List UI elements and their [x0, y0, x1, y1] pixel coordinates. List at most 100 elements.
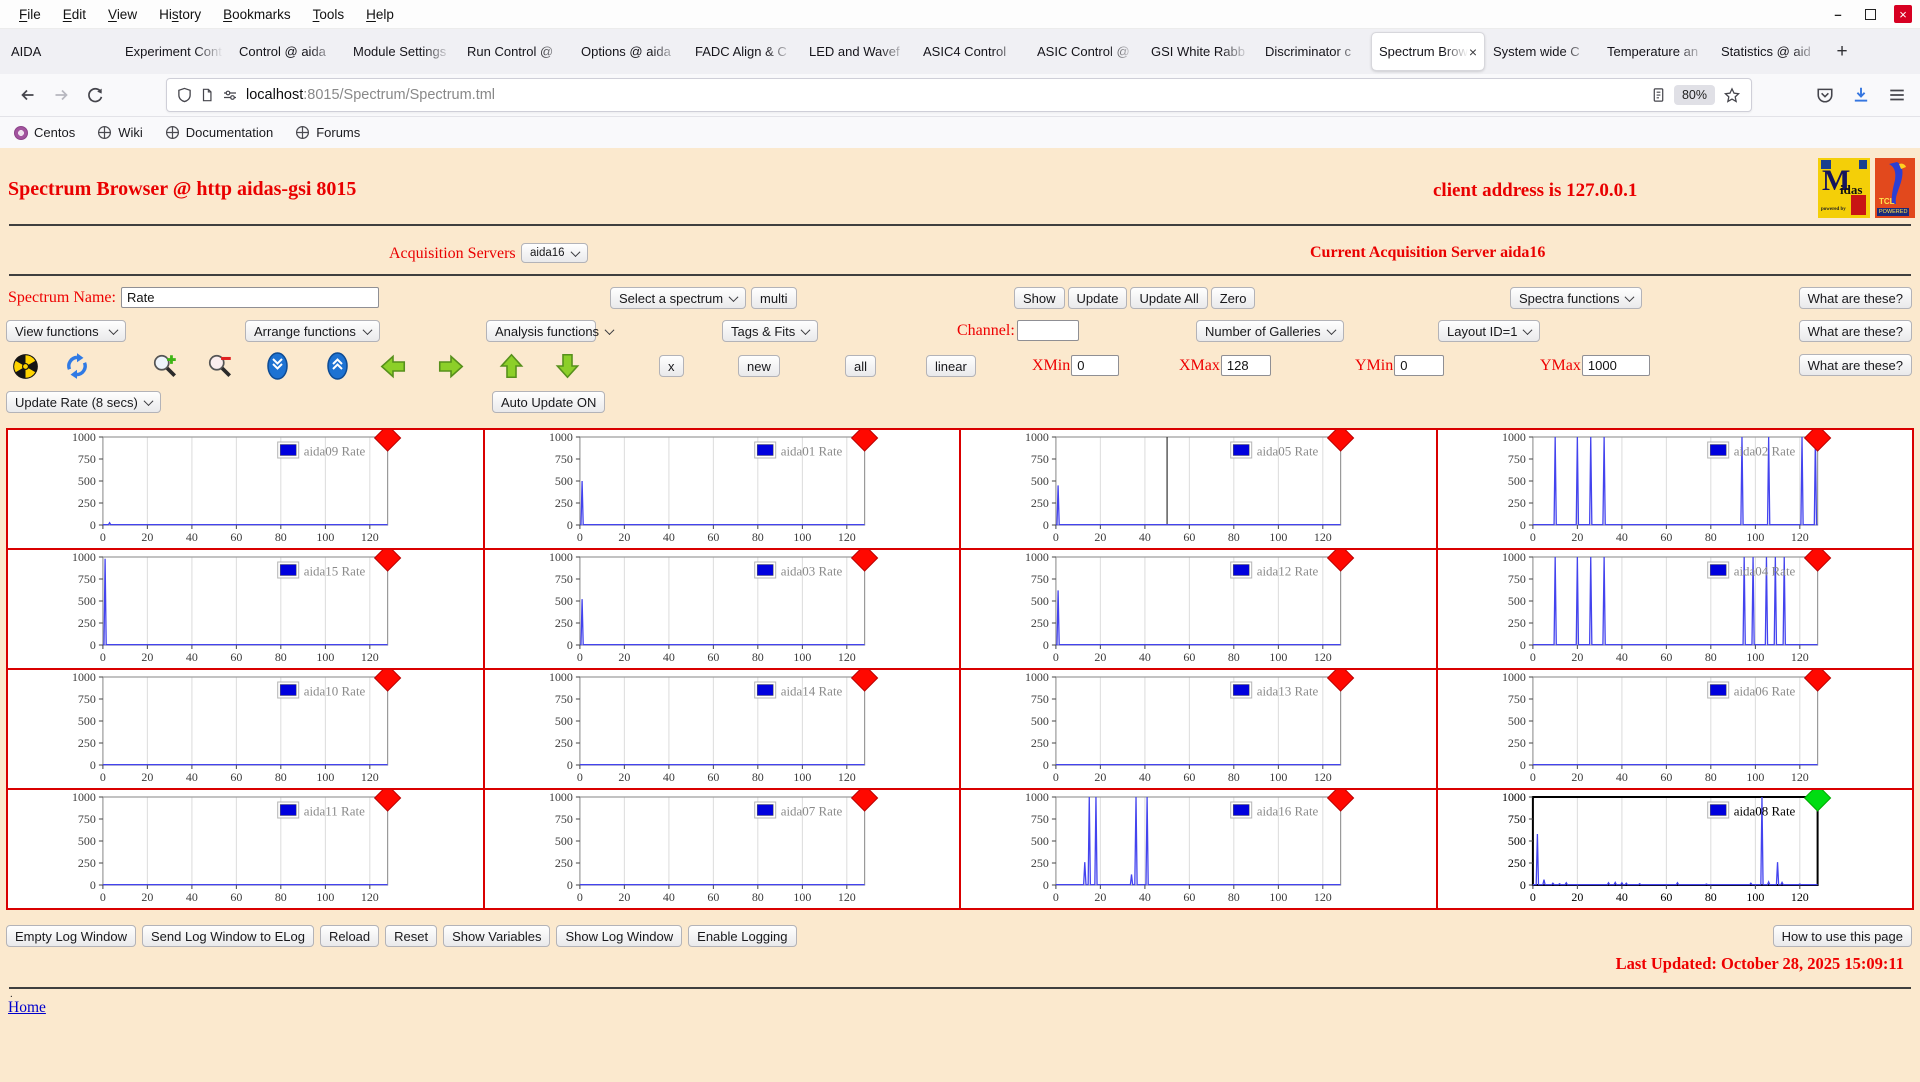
pocket-icon[interactable]: [1816, 86, 1834, 104]
bookmark-star-icon[interactable]: [1723, 87, 1741, 104]
update-button[interactable]: Update: [1068, 287, 1128, 309]
arrow-right-icon[interactable]: [436, 351, 466, 381]
what-are-these-button[interactable]: What are these?: [1799, 320, 1912, 342]
reload-button[interactable]: Reload: [320, 925, 379, 947]
tab-temperature-an[interactable]: Temperature an: [1600, 33, 1712, 70]
acquisition-server-select[interactable]: aida16: [521, 243, 588, 263]
menu-file[interactable]: File: [8, 7, 52, 22]
ymin-input[interactable]: [1394, 355, 1444, 376]
arrow-down-icon[interactable]: [552, 351, 582, 381]
chart-cell-aida09[interactable]: 02040608010012002505007501000aida09 Rate: [8, 430, 483, 548]
chart-cell-aida03[interactable]: 02040608010012002505007501000aida03 Rate: [485, 550, 960, 668]
tab-fadc-align-c[interactable]: FADC Align & C: [688, 33, 800, 70]
menu-edit[interactable]: Edit: [52, 7, 97, 22]
reader-mode-icon[interactable]: [1651, 87, 1666, 103]
arrange-functions-dropdown[interactable]: Arrange functions: [245, 320, 380, 342]
reload-button[interactable]: [78, 79, 112, 111]
x-button[interactable]: x: [659, 355, 684, 377]
ymax-input[interactable]: [1582, 355, 1650, 376]
auto-update-button[interactable]: Auto Update ON: [492, 391, 605, 413]
menu-help[interactable]: Help: [355, 7, 405, 22]
refresh-icon[interactable]: [62, 351, 92, 381]
chart-cell-aida07[interactable]: 02040608010012002505007501000aida07 Rate: [485, 790, 960, 908]
tags-fits-dropdown[interactable]: Tags & Fits: [722, 320, 818, 342]
reset-button[interactable]: Reset: [385, 925, 437, 947]
how-to-use-this-page-button[interactable]: How to use this page: [1773, 925, 1912, 947]
chart-cell-aida13[interactable]: 02040608010012002505007501000aida13 Rate: [961, 670, 1436, 788]
chart-cell-aida06[interactable]: 02040608010012002505007501000aida06 Rate: [1438, 670, 1913, 788]
select-spectrum-dropdown[interactable]: Select a spectrum: [610, 287, 746, 309]
chart-cell-aida12[interactable]: 02040608010012002505007501000aida12 Rate: [961, 550, 1436, 668]
menu-bookmarks[interactable]: Bookmarks: [212, 7, 302, 22]
chart-cell-aida02[interactable]: 02040608010012002505007501000aida02 Rate: [1438, 430, 1913, 548]
maximize-button[interactable]: [1862, 6, 1878, 22]
xmin-input[interactable]: [1071, 355, 1119, 376]
bookmark-centos[interactable]: Centos: [14, 125, 75, 140]
menu-history[interactable]: History: [148, 7, 212, 22]
home-link[interactable]: Home: [8, 999, 46, 1017]
show-log-window-button[interactable]: Show Log Window: [556, 925, 682, 947]
spectra-functions-dropdown[interactable]: Spectra functions: [1510, 287, 1642, 309]
tab-aida[interactable]: AIDA: [4, 33, 116, 70]
zero-button[interactable]: Zero: [1211, 287, 1256, 309]
zoom-in-icon[interactable]: [150, 351, 180, 381]
close-button[interactable]: ×: [1894, 5, 1912, 23]
tab-module-settings[interactable]: Module Settings: [346, 33, 458, 70]
tab-gsi-white-rabb[interactable]: GSI White Rabb: [1144, 33, 1256, 70]
linear-button[interactable]: linear: [926, 355, 976, 377]
tab-control-aida[interactable]: Control @ aida: [232, 33, 344, 70]
tab-statistics-aid[interactable]: Statistics @ aid: [1714, 33, 1826, 70]
chart-cell-aida11[interactable]: 02040608010012002505007501000aida11 Rate: [8, 790, 483, 908]
expand-y-icon[interactable]: [322, 351, 352, 381]
tab-asic-control[interactable]: ASIC Control @: [1030, 33, 1142, 70]
update-rate-dropdown[interactable]: Update Rate (8 secs): [6, 391, 161, 413]
show-button[interactable]: Show: [1014, 287, 1065, 309]
spectrum-name-input[interactable]: [121, 287, 379, 308]
tab-led-and-wavef[interactable]: LED and Wavef: [802, 33, 914, 70]
arrow-up-icon[interactable]: [496, 351, 526, 381]
send-log-window-to-elog-button[interactable]: Send Log Window to ELog: [142, 925, 314, 947]
new-button[interactable]: new: [738, 355, 780, 377]
shrink-y-icon[interactable]: [262, 351, 292, 381]
tab-discriminator-c[interactable]: Discriminator c: [1258, 33, 1370, 70]
menu-hamburger-icon[interactable]: [1888, 86, 1906, 104]
tab-options-aida[interactable]: Options @ aida: [574, 33, 686, 70]
tab-run-control[interactable]: Run Control @: [460, 33, 572, 70]
bookmark-documentation[interactable]: Documentation: [165, 125, 273, 140]
back-button[interactable]: [10, 79, 44, 111]
enable-logging-button[interactable]: Enable Logging: [688, 925, 796, 947]
zoom-level-badge[interactable]: 80%: [1674, 85, 1715, 105]
all-button[interactable]: all: [845, 355, 876, 377]
number-of-galleries-dropdown[interactable]: Number of Galleries: [1196, 320, 1344, 342]
bookmark-wiki[interactable]: Wiki: [97, 125, 143, 140]
new-tab-button[interactable]: +: [1828, 38, 1856, 66]
url-bar[interactable]: localhost:8015/Spectrum/Spectrum.tml 80%: [166, 78, 1752, 112]
chart-cell-aida15[interactable]: 02040608010012002505007501000aida15 Rate: [8, 550, 483, 668]
tab-asic4-control[interactable]: ASIC4 Control: [916, 33, 1028, 70]
menu-tools[interactable]: Tools: [302, 7, 356, 22]
multi-button[interactable]: multi: [751, 287, 796, 309]
tab-experiment-cont[interactable]: Experiment Cont: [118, 33, 230, 70]
chart-cell-aida14[interactable]: 02040608010012002505007501000aida14 Rate: [485, 670, 960, 788]
xmax-input[interactable]: [1221, 355, 1271, 376]
what-are-these-button[interactable]: What are these?: [1799, 287, 1912, 309]
layout-id-dropdown[interactable]: Layout ID=1: [1438, 320, 1540, 342]
empty-log-window-button[interactable]: Empty Log Window: [6, 925, 136, 947]
chart-cell-aida05[interactable]: 02040608010012002505007501000aida05 Rate: [961, 430, 1436, 548]
tab-system-wide-c[interactable]: System wide C: [1486, 33, 1598, 70]
tab-spectrum-brow[interactable]: Spectrum Brow×: [1372, 33, 1484, 70]
menu-view[interactable]: View: [97, 7, 148, 22]
chart-cell-aida01[interactable]: 02040608010012002505007501000aida01 Rate: [485, 430, 960, 548]
view-functions-dropdown[interactable]: View functions: [6, 320, 126, 342]
zoom-out-icon[interactable]: [205, 351, 235, 381]
minimize-button[interactable]: –: [1830, 6, 1846, 22]
update-all-button[interactable]: Update All: [1130, 287, 1207, 309]
analysis-functions-dropdown[interactable]: Analysis functions: [486, 320, 596, 342]
channel-input[interactable]: [1017, 320, 1079, 341]
what-are-these-button[interactable]: What are these?: [1799, 354, 1912, 376]
chart-cell-aida10[interactable]: 02040608010012002505007501000aida10 Rate: [8, 670, 483, 788]
arrow-left-icon[interactable]: [378, 351, 408, 381]
chart-cell-aida08[interactable]: 02040608010012002505007501000aida08 Rate: [1438, 790, 1913, 908]
forward-button[interactable]: [44, 79, 78, 111]
chart-cell-aida16[interactable]: 02040608010012002505007501000aida16 Rate: [961, 790, 1436, 908]
